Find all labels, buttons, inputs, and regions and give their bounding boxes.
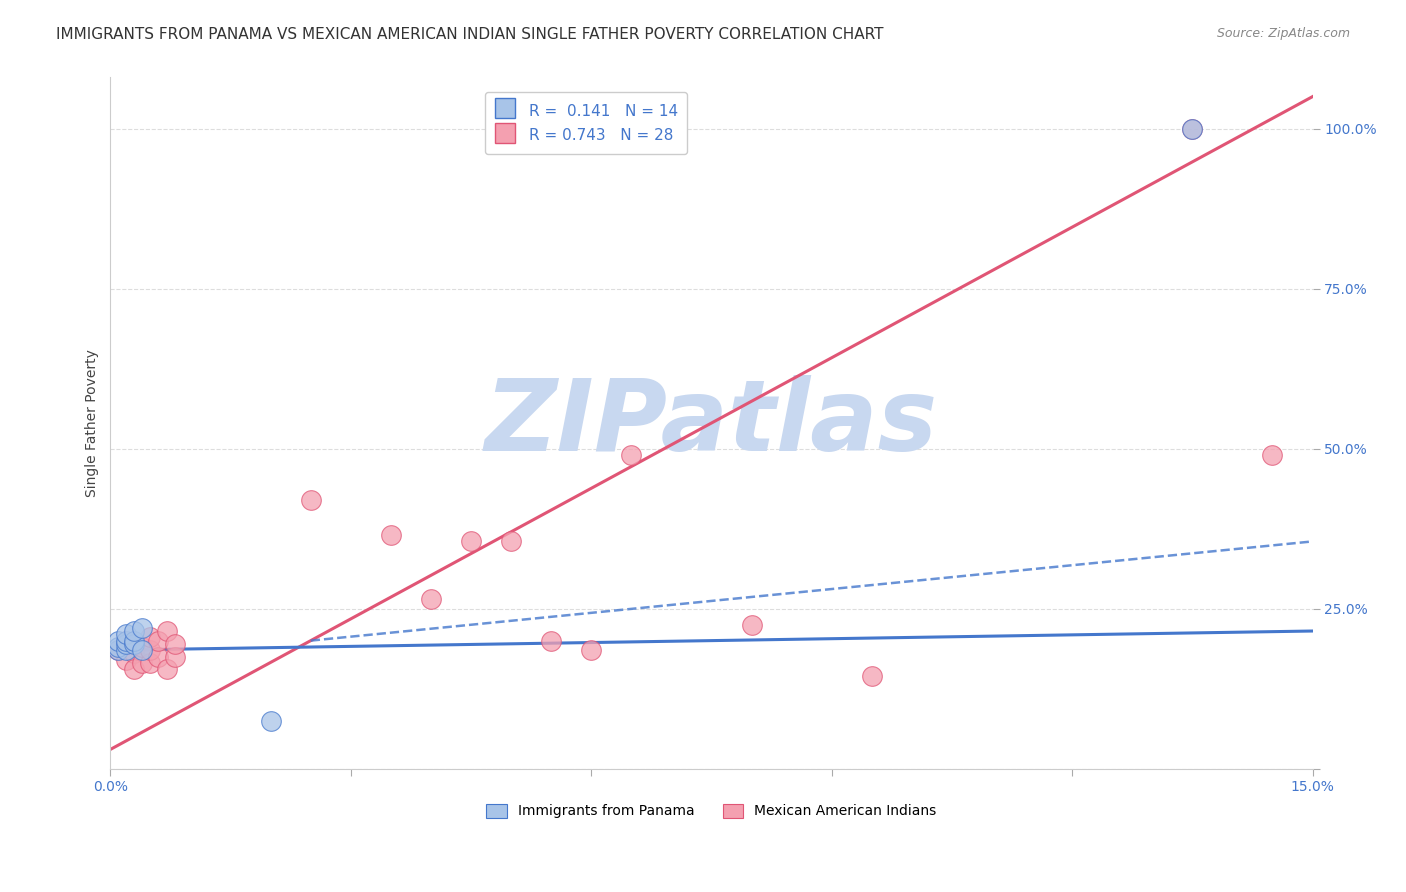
Point <box>115 637 138 651</box>
Point <box>860 669 883 683</box>
Point <box>115 653 138 667</box>
Point <box>107 633 129 648</box>
Point <box>581 643 603 657</box>
Point <box>124 633 146 648</box>
Text: IMMIGRANTS FROM PANAMA VS MEXICAN AMERICAN INDIAN SINGLE FATHER POVERTY CORRELAT: IMMIGRANTS FROM PANAMA VS MEXICAN AMERIC… <box>56 27 884 42</box>
Text: Source: ZipAtlas.com: Source: ZipAtlas.com <box>1216 27 1350 40</box>
Point <box>460 534 482 549</box>
Point <box>115 627 138 641</box>
Point <box>148 633 170 648</box>
Point <box>1181 121 1204 136</box>
Point <box>260 714 283 728</box>
Legend: Immigrants from Panama, Mexican American Indians: Immigrants from Panama, Mexican American… <box>481 798 942 824</box>
Point <box>420 592 443 607</box>
Point <box>107 643 129 657</box>
Point <box>501 534 523 549</box>
Point <box>163 649 186 664</box>
Point <box>124 662 146 676</box>
Point <box>148 649 170 664</box>
Point <box>124 647 146 661</box>
Point <box>107 643 129 657</box>
Point <box>620 448 643 462</box>
Point <box>163 637 186 651</box>
Point <box>155 624 177 638</box>
Point <box>155 662 177 676</box>
Point <box>139 631 162 645</box>
Point <box>299 492 322 507</box>
Point <box>131 656 153 670</box>
Point <box>1261 448 1284 462</box>
Point <box>741 617 763 632</box>
Point <box>380 528 402 542</box>
Y-axis label: Single Father Poverty: Single Father Poverty <box>86 349 100 497</box>
Point <box>115 633 138 648</box>
Point <box>124 637 146 651</box>
Point <box>115 633 138 648</box>
Point <box>115 643 138 657</box>
Point <box>107 640 129 654</box>
Point <box>131 643 153 657</box>
Point <box>131 640 153 654</box>
Point <box>139 656 162 670</box>
Text: ZIPatlas: ZIPatlas <box>485 375 938 472</box>
Point <box>124 624 146 638</box>
Point <box>139 643 162 657</box>
Point <box>131 621 153 635</box>
Point <box>1181 121 1204 136</box>
Point <box>540 633 562 648</box>
